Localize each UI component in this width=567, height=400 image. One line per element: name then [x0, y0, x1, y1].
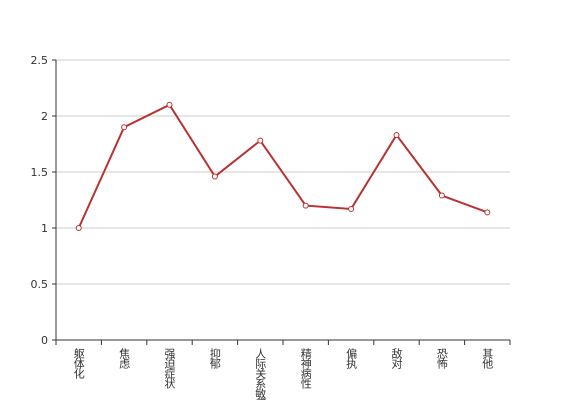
- point: [484, 209, 491, 216]
- point: [166, 101, 173, 108]
- x-tick-label: 恐怖: [435, 348, 448, 369]
- x-tick-label: 强迫症状: [163, 348, 176, 389]
- point: [211, 173, 218, 180]
- y-tick-label: 1.5: [31, 166, 49, 179]
- x-tick-label: 精神病性: [299, 348, 312, 390]
- point: [438, 192, 445, 199]
- y-tick-label: 0: [41, 334, 48, 347]
- point: [257, 137, 264, 144]
- x-tick-label: 敌对: [390, 347, 403, 369]
- x-tick-label: 抑郁: [208, 347, 221, 369]
- y-tick-label: 2: [41, 110, 48, 123]
- x-tick-label: 躯体化: [72, 348, 85, 380]
- y-tick-label: 2.5: [31, 54, 49, 67]
- point: [75, 225, 82, 231]
- x-tick-label: 人际关系敏感: [254, 348, 267, 400]
- y-tick-label: 1: [41, 222, 48, 235]
- point: [348, 205, 355, 212]
- x-tick-label: 其他: [481, 348, 494, 369]
- x-tick-label: 焦虑: [118, 348, 131, 369]
- x-tick-label: 偏执: [345, 347, 358, 370]
- point: [393, 132, 400, 139]
- line: [77, 103, 488, 229]
- point: [121, 124, 128, 131]
- y-tick-label: 0.5: [31, 278, 49, 291]
- point: [302, 202, 309, 209]
